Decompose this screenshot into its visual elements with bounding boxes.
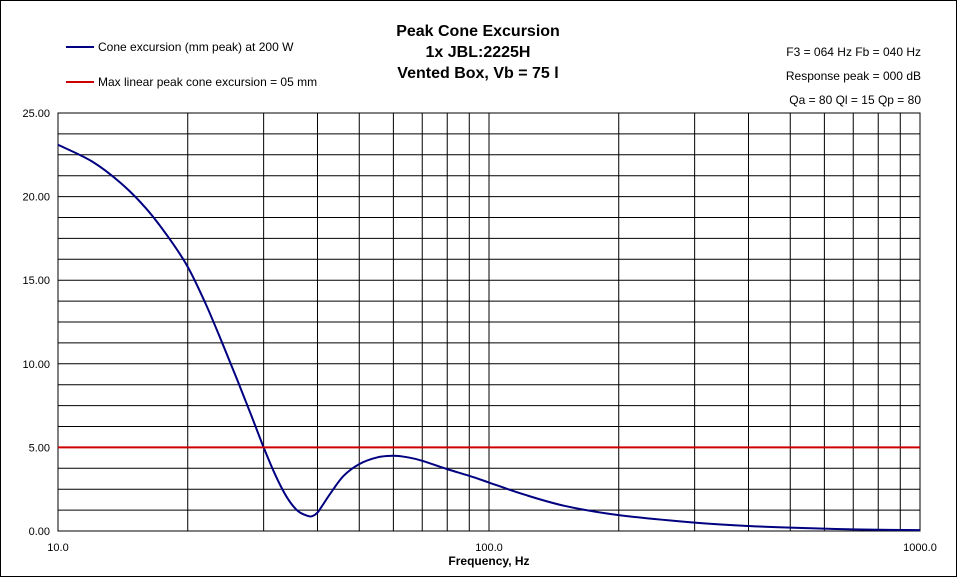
legend: Cone excursion (mm peak) at 200 W Max li… <box>66 40 317 89</box>
x-tick-label: 10.0 <box>47 542 68 554</box>
y-tick-label: 10.00 <box>22 359 50 371</box>
info-box: F3 = 064 Hz Fb = 040 Hz Response peak = … <box>786 45 921 107</box>
y-tick-label: 20.00 <box>22 192 50 204</box>
title-line-1: Peak Cone Excursion <box>396 23 560 40</box>
y-tick-label: 25.00 <box>22 108 50 120</box>
series-line-cone-excursion <box>57 143 921 532</box>
legend-label-cone-excursion: Cone excursion (mm peak) at 200 W <box>98 40 294 54</box>
title-line-3: Vented Box, Vb = 75 l <box>397 65 558 82</box>
chart-title: Peak Cone Excursion 1x JBL:2225H Vented … <box>396 23 560 82</box>
y-tick-label: 5.00 <box>29 442 50 454</box>
tick-labels: 0.00 5.00 10.00 15.00 20.00 25.00 10.0 100.0 100… <box>22 108 936 554</box>
x-tick-label: 1000.0 <box>903 542 937 554</box>
info-line-response-peak: Response peak = 000 dB <box>786 69 921 83</box>
legend-label-max-linear: Max linear peak cone excursion = 05 mm <box>98 75 317 89</box>
title-line-2: 1x JBL:2225H <box>426 44 531 61</box>
info-line-f3-fb: F3 = 064 Hz Fb = 040 Hz <box>786 45 921 59</box>
grid-lines <box>58 113 920 531</box>
series-layer <box>57 143 921 532</box>
plot-area <box>57 112 921 532</box>
x-tick-label: 100.0 <box>475 542 503 554</box>
y-tick-label: 0.00 <box>29 526 50 538</box>
info-line-q-values: Qa = 80 Ql = 15 Qp = 80 <box>789 93 921 107</box>
y-tick-label: 15.00 <box>22 275 50 287</box>
x-axis-label: Frequency, Hz <box>448 554 529 568</box>
